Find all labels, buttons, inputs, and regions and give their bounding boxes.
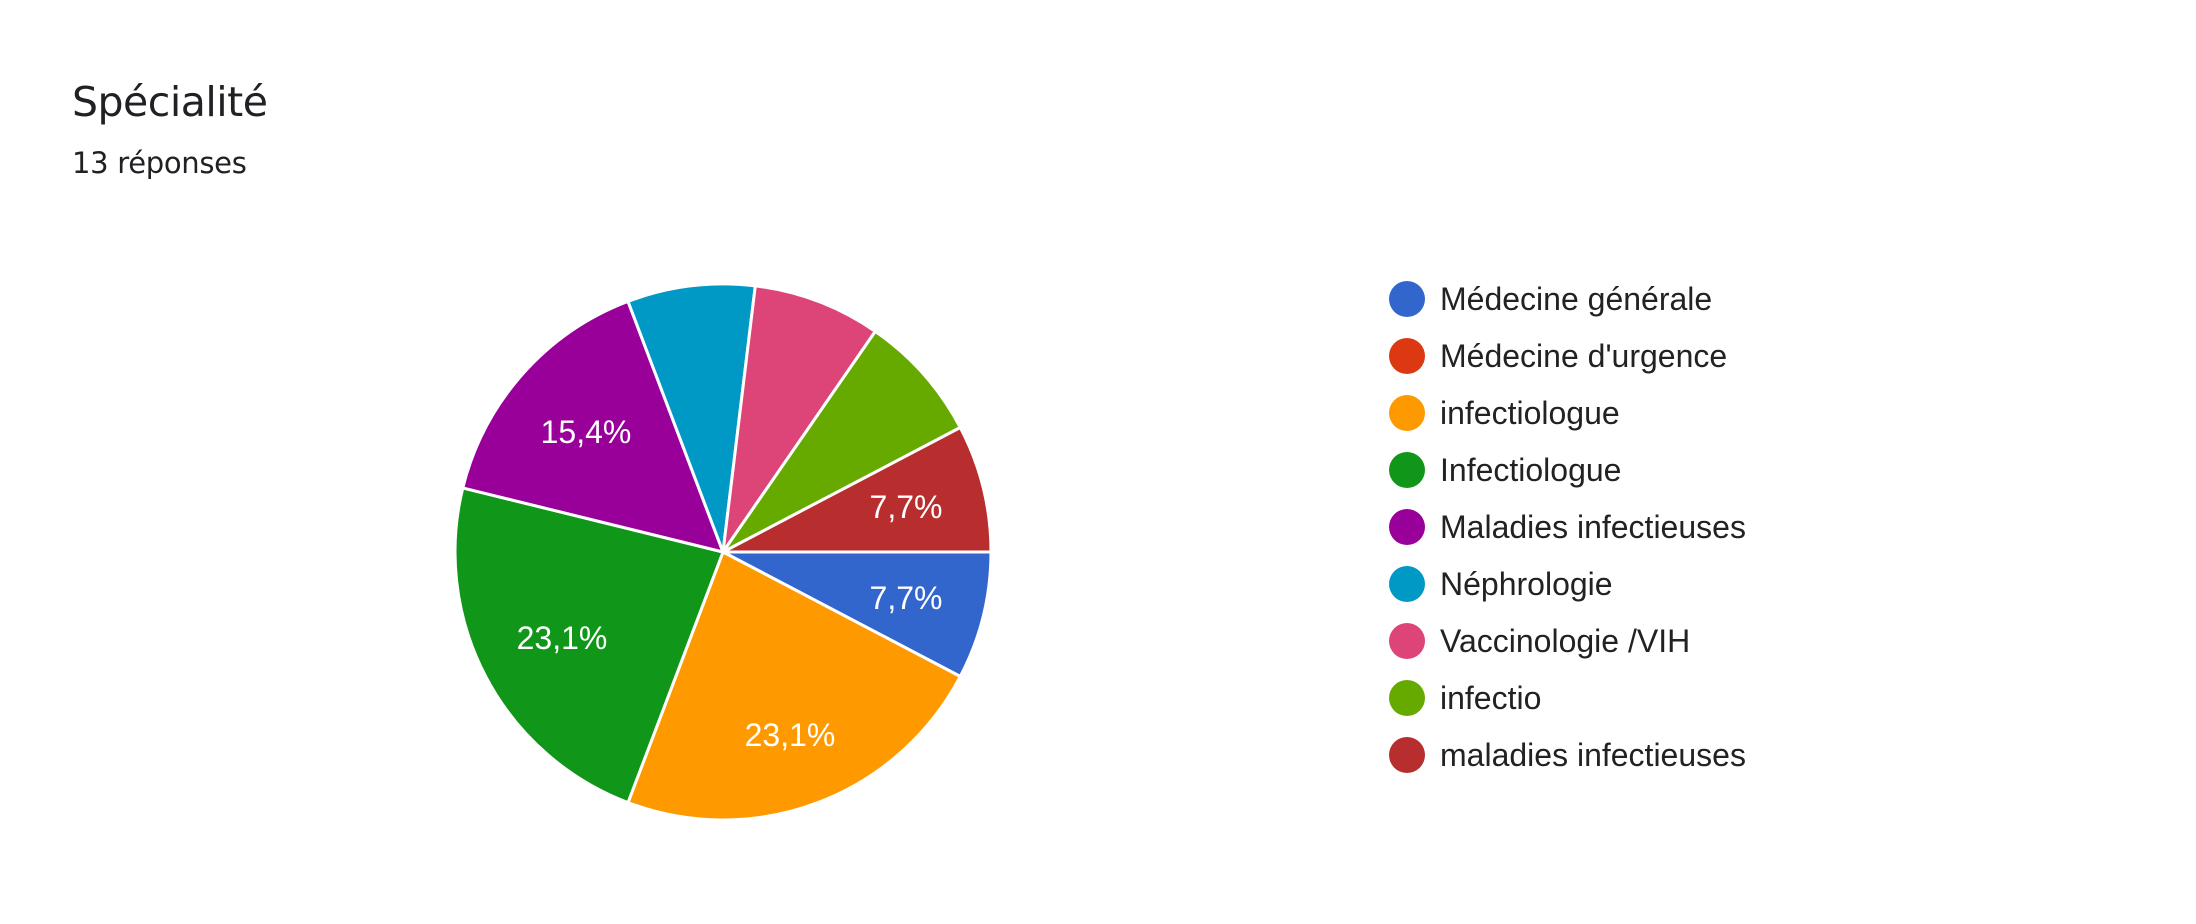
chart-title: Spécialité [72,78,268,126]
legend-item-infectiologue-lower[interactable]: infectiologue [1389,393,1620,433]
slice-label-medecine-generale: 7,7% [870,580,943,616]
legend-label: Médecine d'urgence [1440,337,1728,374]
legend-label: infectio [1440,679,1542,716]
legend-dot-icon [1389,566,1425,602]
legend-label: Maladies infectieuses [1440,508,1746,545]
legend-dot-icon [1389,737,1425,773]
slice-medecine-generale[interactable] [721,550,993,678]
legend-dot-icon [1389,281,1425,317]
legend-label: maladies infectieuses [1440,736,1746,773]
legend-dot-icon [1389,623,1425,659]
slice-label-infectiologue-lower: 23,1% [745,717,836,753]
legend-dot-icon [1389,338,1425,374]
legend-dot-icon [1389,395,1425,431]
slice-infectio[interactable] [721,329,962,554]
legend-item-nephrologie[interactable]: Néphrologie [1389,564,1613,604]
legend-item-infectio[interactable]: infectio [1389,678,1541,718]
legend-item-medecine-generale[interactable]: Médecine générale [1389,279,1712,319]
slice-nephrologie[interactable] [626,282,757,554]
legend-item-maladies-infectieuses[interactable]: Maladies infectieuses [1389,507,1746,547]
legend-item-infectiologue-upper[interactable]: Infectiologue [1389,450,1621,490]
slice-label-infectiologue-upper: 23,1% [517,620,608,656]
legend-dot-icon [1389,509,1425,545]
legend-label: Infectiologue [1440,451,1622,488]
legend-label: Vaccinologie /VIH [1440,622,1691,659]
legend-item-maladies-infectieuses-lower[interactable]: maladies infectieuses [1389,735,1746,775]
slice-infectiologue-upper[interactable] [453,486,725,805]
legend-item-medecine-urgence[interactable]: Médecine d'urgence [1389,336,1727,376]
slice-vaccinologie-vih[interactable] [721,284,877,554]
slice-maladies-infectieuses[interactable] [461,299,725,554]
slice-label-maladies-infectieuses-lower: 7,7% [870,489,943,525]
legend-item-vaccinologie-vih[interactable]: Vaccinologie /VIH [1389,621,1690,661]
legend-label: infectiologue [1440,394,1620,431]
legend-dot-icon [1389,680,1425,716]
slice-infectiologue-lower[interactable] [626,550,962,822]
slice-label-maladies-infectieuses: 15,4% [541,414,632,450]
legend-label: Néphrologie [1440,565,1613,602]
response-count: 13 réponses [72,146,247,180]
legend-label: Médecine générale [1440,280,1713,317]
slice-maladies-infectieuses-lower[interactable] [721,426,993,554]
legend-dot-icon [1389,452,1425,488]
